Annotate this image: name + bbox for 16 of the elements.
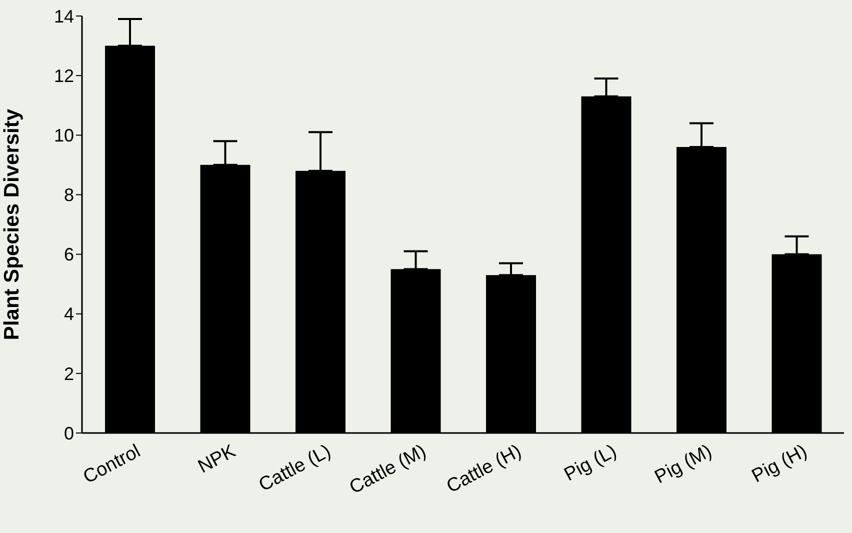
y-tick-label: 4 xyxy=(64,304,74,324)
x-tick-label: Cattle (H) xyxy=(443,440,525,498)
y-tick-label: 6 xyxy=(64,244,74,265)
x-tick-label: Pig (H) xyxy=(748,440,811,488)
x-tick-label: Pig (L) xyxy=(560,440,620,486)
y-axis-title: Plant Species Diversity xyxy=(0,108,24,340)
y-tick-label: 12 xyxy=(54,66,74,86)
y-tick-label: 8 xyxy=(64,185,74,206)
x-tick-label: Cattle (M) xyxy=(346,440,430,499)
y-tick-label: 2 xyxy=(64,364,74,384)
x-tick-label: Pig (M) xyxy=(652,440,716,488)
x-tick-label: NPK xyxy=(194,440,240,478)
y-tick-label: 10 xyxy=(54,126,74,146)
y-tick-label: 0 xyxy=(64,423,74,444)
y-tick-label: 14 xyxy=(54,6,74,26)
x-tick-label: Cattle (L) xyxy=(256,440,334,496)
